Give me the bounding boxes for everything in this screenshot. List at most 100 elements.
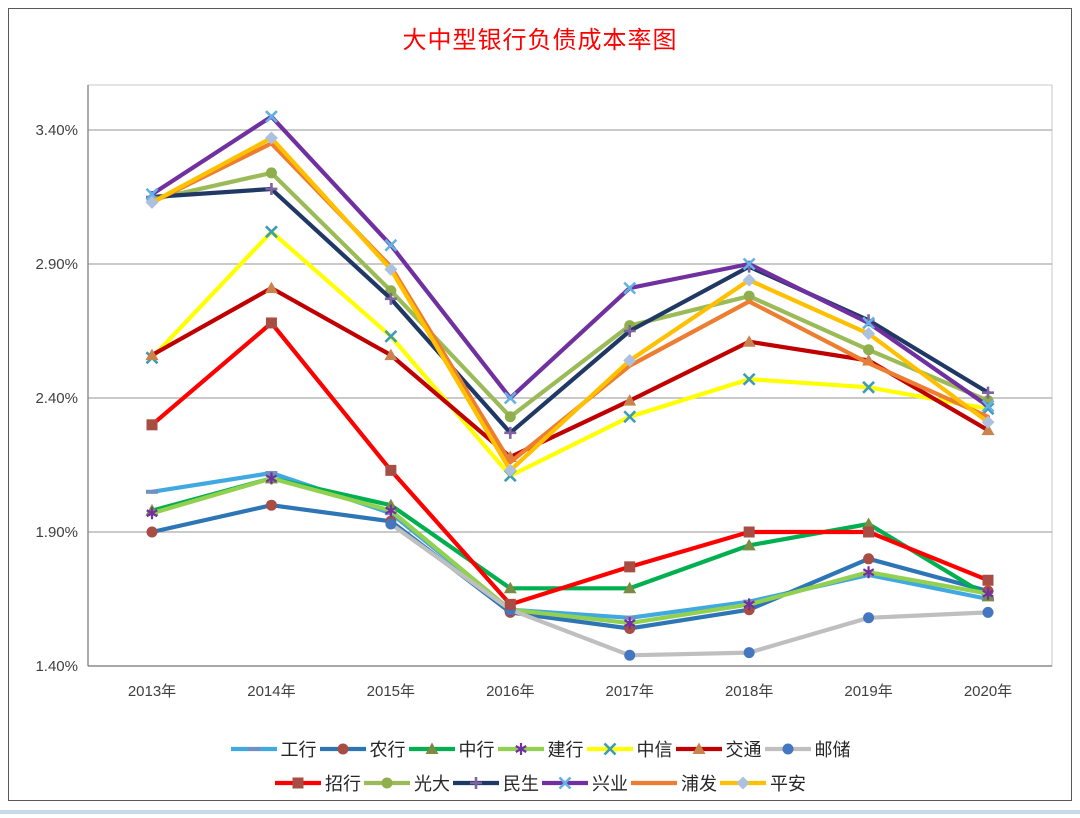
marker-asterisk (146, 507, 158, 520)
marker-triangle (623, 581, 637, 594)
x-axis-label: 2018年 (725, 683, 773, 700)
legend-label: 招行 (325, 774, 361, 795)
legend-entry: 中信 (586, 736, 673, 762)
legend-label: 光大 (414, 774, 450, 795)
x-axis-label: 2014年 (247, 683, 295, 700)
marker-dash (247, 747, 260, 751)
marker-circle (146, 526, 158, 538)
figure-border (8, 8, 1072, 801)
legend-swatch (631, 780, 677, 786)
marker-circle (863, 344, 875, 356)
series-line (149, 114, 991, 409)
x-axis-label: 2017年 (606, 683, 654, 700)
marker-triangle (742, 538, 756, 551)
legend-label: 建行 (547, 740, 584, 761)
series-line (388, 521, 991, 658)
y-tick-label: 2.40% (35, 390, 78, 407)
legend-swatch (764, 743, 811, 755)
marker-diamond (503, 463, 517, 477)
marker-x (265, 225, 278, 239)
legend-label: 农行 (369, 740, 406, 761)
marker-dash (146, 489, 158, 494)
legend-swatch (675, 742, 722, 754)
marker-triangle (145, 348, 159, 361)
legend-row-1: 工行 农行 中行 建行 中信 交通 邮储 (0, 736, 1080, 762)
chart-title: 大中型银行负债成本率图 (402, 26, 678, 54)
marker-circle (863, 612, 875, 624)
x-axis-label: 2020年 (964, 683, 1012, 700)
x-axis-label: 2013年 (128, 683, 176, 700)
marker-x (623, 410, 637, 424)
legend-swatch (542, 776, 588, 790)
marker-asterisk (982, 587, 994, 600)
marker-square (504, 598, 516, 610)
marker-plus (470, 777, 482, 789)
marker-x (981, 399, 995, 413)
marker-triangle (981, 423, 995, 436)
marker-x (862, 380, 875, 394)
marker-triangle (384, 348, 398, 361)
series-line (149, 503, 991, 631)
y-tick-label: 2.90% (35, 256, 78, 273)
marker-circle (743, 290, 755, 302)
marker-asterisk (862, 566, 875, 579)
legend-entry: 农行 (319, 736, 406, 762)
marker-plus (384, 292, 397, 305)
legend-label: 中信 (636, 740, 673, 761)
marker-triangle (862, 517, 876, 529)
y-tick-label: 1.40% (35, 658, 78, 675)
series-line (149, 186, 991, 435)
marker-square (743, 526, 755, 538)
series-line (149, 286, 991, 460)
marker-x (862, 316, 875, 330)
marker-triangle (384, 498, 398, 511)
marker-triangle (425, 742, 438, 754)
marker-diamond (742, 273, 756, 287)
legend-label: 中行 (458, 740, 495, 761)
marker-circle (265, 167, 277, 179)
y-tick-label: 3.40% (35, 122, 78, 139)
y-tick-label: 1.90% (35, 524, 78, 541)
series-line (149, 229, 991, 478)
legend-swatch (720, 776, 766, 790)
series-line (149, 476, 991, 599)
series-line (149, 476, 991, 626)
marker-diamond (145, 195, 159, 209)
legend-swatch (453, 777, 499, 789)
legend-swatch (408, 742, 455, 754)
marker-triangle (503, 581, 517, 594)
marker-asterisk (385, 504, 397, 517)
series-line (149, 320, 991, 607)
marker-circle (265, 499, 277, 511)
legend-label: 浦发 (681, 774, 717, 795)
marker-square (385, 464, 397, 476)
legend-entry: 平安 (719, 770, 806, 796)
series-line (149, 170, 991, 419)
marker-circle (381, 777, 393, 789)
marker-x (742, 257, 756, 271)
marker-diamond (736, 776, 750, 790)
marker-triangle (264, 281, 278, 294)
marker-asterisk (623, 617, 636, 630)
marker-plus (504, 426, 517, 439)
marker-triangle (692, 742, 705, 754)
bottom-divider (0, 810, 1080, 814)
legend-label: 邮储 (814, 740, 851, 761)
marker-diamond (862, 327, 876, 341)
marker-plus (982, 386, 994, 399)
marker-x (503, 391, 517, 405)
marker-x (145, 187, 159, 201)
marker-circle (982, 606, 994, 618)
legend-swatch (230, 746, 277, 752)
marker-square (624, 561, 636, 573)
legend-label: 平安 (770, 774, 806, 795)
legend-swatch (319, 743, 366, 755)
legend-entry: 邮储 (764, 736, 851, 762)
marker-x (603, 742, 616, 756)
marker-x (742, 372, 756, 386)
marker-circle (743, 647, 755, 659)
legend-swatch (497, 743, 544, 755)
marker-x (265, 110, 278, 124)
marker-diamond (981, 415, 995, 429)
